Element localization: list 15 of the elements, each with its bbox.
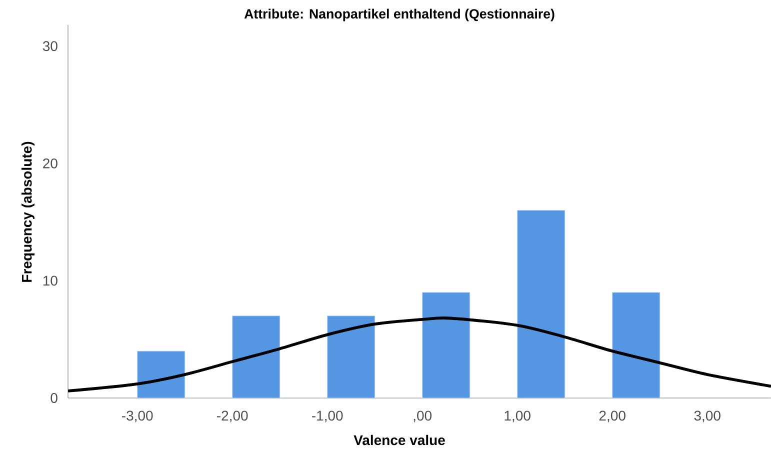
x-tick-label: -2,00: [217, 410, 248, 422]
x-axis-title: Valence value: [354, 434, 445, 446]
y-axis-title: Frequency (absolute): [21, 142, 35, 282]
y-tick-label: 20: [43, 158, 58, 168]
y-tick-label: 30: [42, 41, 58, 52]
x-tick-label: 2,00: [599, 410, 626, 422]
y-tick-label: 0: [50, 393, 58, 403]
x-tick-label: -1,00: [312, 410, 343, 422]
y-tick-label: 10: [43, 276, 58, 286]
chart-title: Attribute: Nanopartikel enthaltend (Qestionnaire): [244, 8, 554, 22]
x-tick-label: ,00: [414, 410, 432, 422]
x-tick-label: 3,00: [694, 410, 720, 422]
x-tick-label: -3,00: [122, 410, 153, 422]
line-series: [68, 316, 771, 392]
x-tick-label: 1,00: [504, 410, 530, 422]
